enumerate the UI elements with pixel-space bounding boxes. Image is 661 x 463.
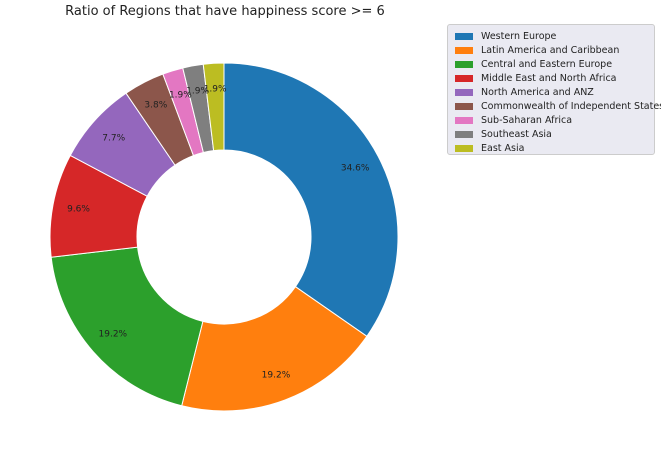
legend-label: North America and ANZ [481, 86, 594, 98]
slice-labels-layer: 34.6%19.2%19.2%9.6%7.7%3.8%1.9%1.9%1.9% [67, 84, 370, 380]
slice-percent-label: 9.6% [67, 205, 90, 215]
chart-title: Ratio of Regions that have happiness sco… [65, 4, 385, 19]
pie-slice [223, 62, 399, 338]
legend-swatch [455, 102, 473, 110]
slice-percent-label: 1.9% [186, 86, 209, 96]
legend-item: North America and ANZ [455, 85, 654, 99]
pie-slice [202, 62, 225, 152]
legend-label: Commonwealth of Independent States [481, 100, 661, 112]
legend-item: Southeast Asia [455, 127, 654, 141]
legend-swatch [455, 32, 473, 40]
slice-percent-label: 19.2% [99, 330, 128, 340]
slice-percent-label: 1.9% [204, 84, 227, 94]
slice-percent-label: 34.6% [341, 163, 370, 173]
legend-label: Central and Eastern Europe [481, 58, 613, 70]
legend-item: East Asia [455, 141, 654, 155]
legend-swatch [455, 144, 473, 152]
chart-legend: Western Europe Latin America and Caribbea… [447, 24, 661, 155]
legend-swatch [455, 116, 473, 124]
legend-label: East Asia [481, 142, 525, 154]
legend-swatch [455, 130, 473, 138]
legend-item: Commonwealth of Independent States [455, 99, 661, 113]
legend-item: Middle East and North Africa [455, 71, 654, 85]
pie-slice [50, 246, 204, 407]
slice-percent-label: 1.9% [169, 91, 192, 101]
slice-percent-label: 3.8% [144, 101, 167, 111]
legend-label: Western Europe [481, 30, 557, 42]
legend-swatch [455, 60, 473, 68]
legend-label: Southeast Asia [481, 128, 552, 140]
legend-swatch [455, 88, 473, 96]
legend-label: Sub-Saharan Africa [481, 114, 573, 126]
legend-item: Sub-Saharan Africa [455, 113, 654, 127]
legend-item: Western Europe [455, 29, 654, 43]
legend-item: Latin America and Caribbean [455, 43, 654, 57]
slice-percent-label: 7.7% [102, 133, 125, 143]
legend-swatch [455, 46, 473, 54]
legend-label: Latin America and Caribbean [481, 44, 620, 56]
legend-label: Middle East and North Africa [481, 72, 617, 84]
legend-item: Central and Eastern Europe [455, 57, 654, 71]
legend-swatch [455, 74, 473, 82]
pie-slice [181, 285, 368, 412]
slices-layer [49, 62, 399, 412]
slice-percent-label: 19.2% [262, 371, 291, 381]
